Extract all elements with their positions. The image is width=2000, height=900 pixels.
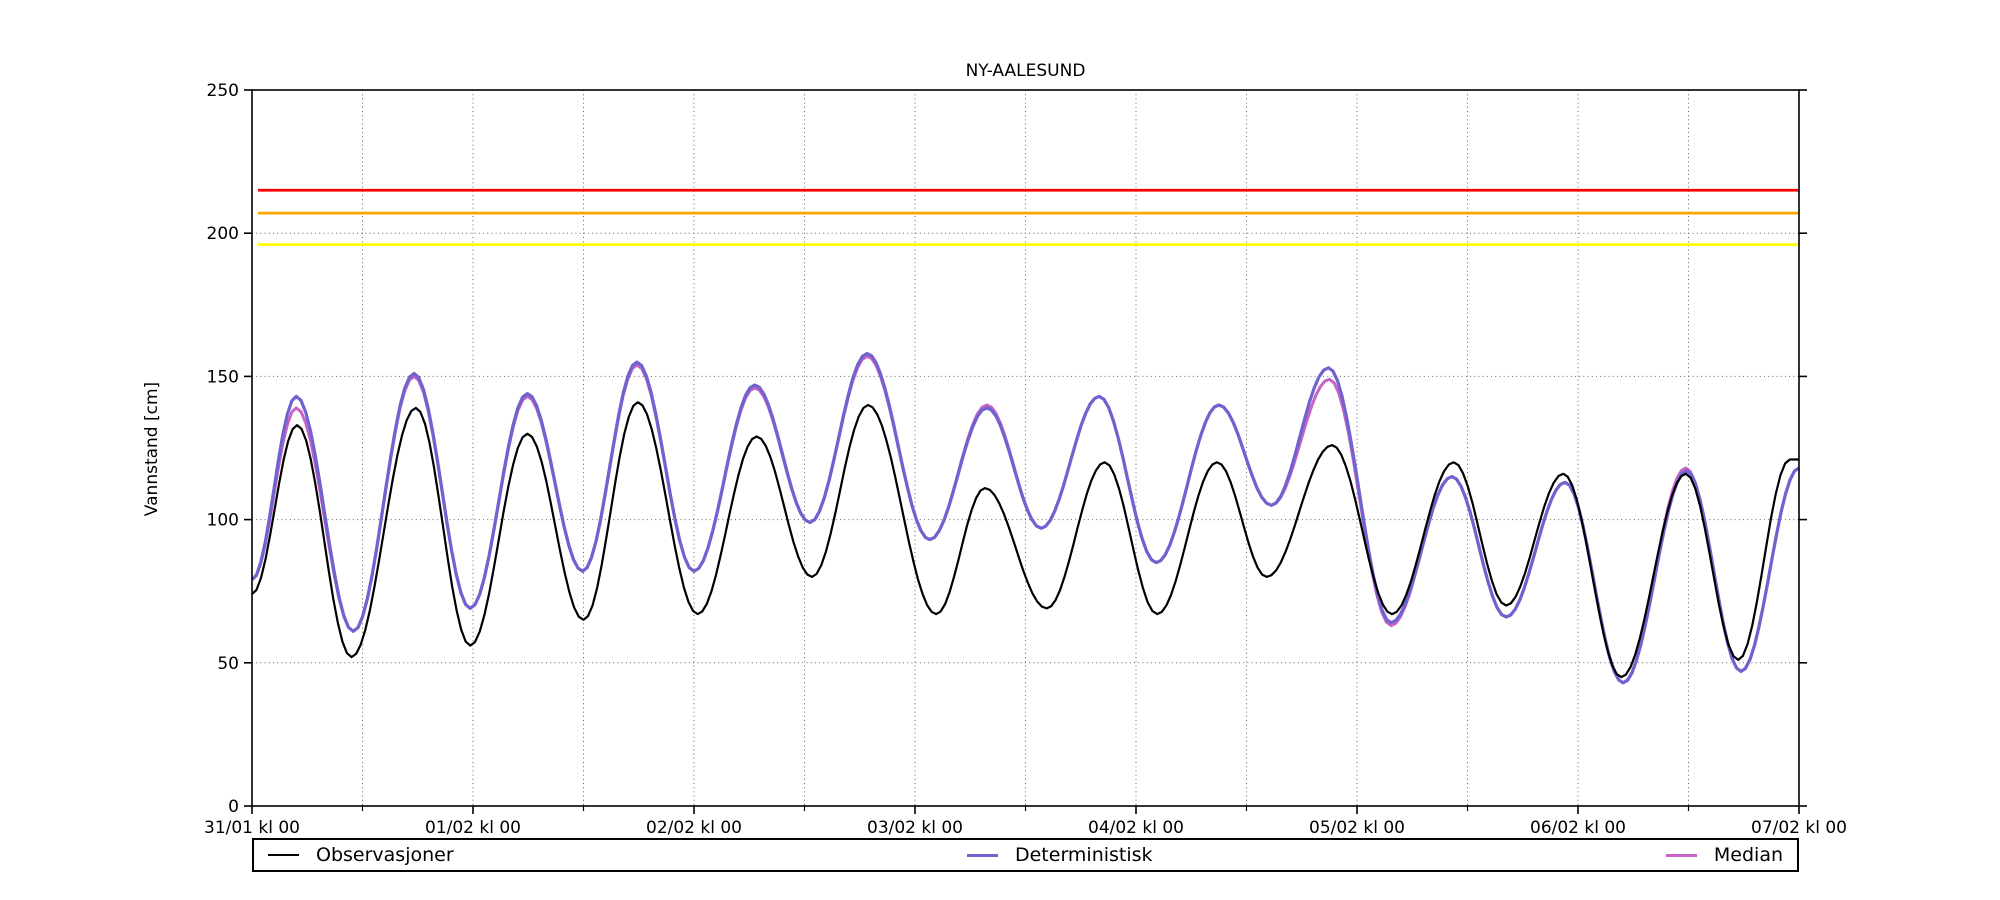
x-tick-label: 01/02 kl 00 bbox=[425, 818, 521, 838]
legend-line-observasjoner bbox=[268, 854, 299, 856]
legend-item-deterministisk: Deterministisk bbox=[966, 844, 1153, 866]
x-tick-label: 05/02 kl 00 bbox=[1309, 818, 1405, 838]
legend-item-observasjoner: Observasjoner bbox=[268, 844, 454, 866]
legend-label-median: Median bbox=[1713, 844, 1783, 866]
x-tick-label: 31/01 kl 00 bbox=[204, 818, 300, 838]
x-tick-label: 03/02 kl 00 bbox=[867, 818, 963, 838]
y-tick-label: 50 bbox=[217, 654, 239, 674]
legend-line-median bbox=[1665, 853, 1697, 857]
y-tick-label: 250 bbox=[207, 81, 239, 101]
legend-label-observasjoner: Observasjoner bbox=[316, 844, 454, 866]
series-observasjoner bbox=[251, 401, 1799, 679]
y-tick-label: 100 bbox=[207, 511, 239, 531]
x-tick-label: 07/02 kl 00 bbox=[1751, 818, 1847, 838]
x-tick-label: 06/02 kl 00 bbox=[1530, 818, 1626, 838]
chart-title: NY-AALESUND bbox=[965, 61, 1086, 81]
y-tick-label: 0 bbox=[228, 797, 239, 817]
y-tick-label: 200 bbox=[207, 224, 239, 244]
y-tick-label: 150 bbox=[207, 367, 239, 387]
legend: Observasjoner Deterministisk Median bbox=[252, 838, 1799, 872]
legend-line-deterministisk bbox=[966, 853, 998, 857]
x-tick-label: 02/02 kl 00 bbox=[646, 818, 742, 838]
legend-item-median: Median bbox=[1665, 844, 1783, 866]
series-deterministisk bbox=[250, 351, 1800, 685]
legend-label-deterministisk: Deterministisk bbox=[1014, 844, 1153, 866]
x-tick-label: 04/02 kl 00 bbox=[1088, 818, 1184, 838]
